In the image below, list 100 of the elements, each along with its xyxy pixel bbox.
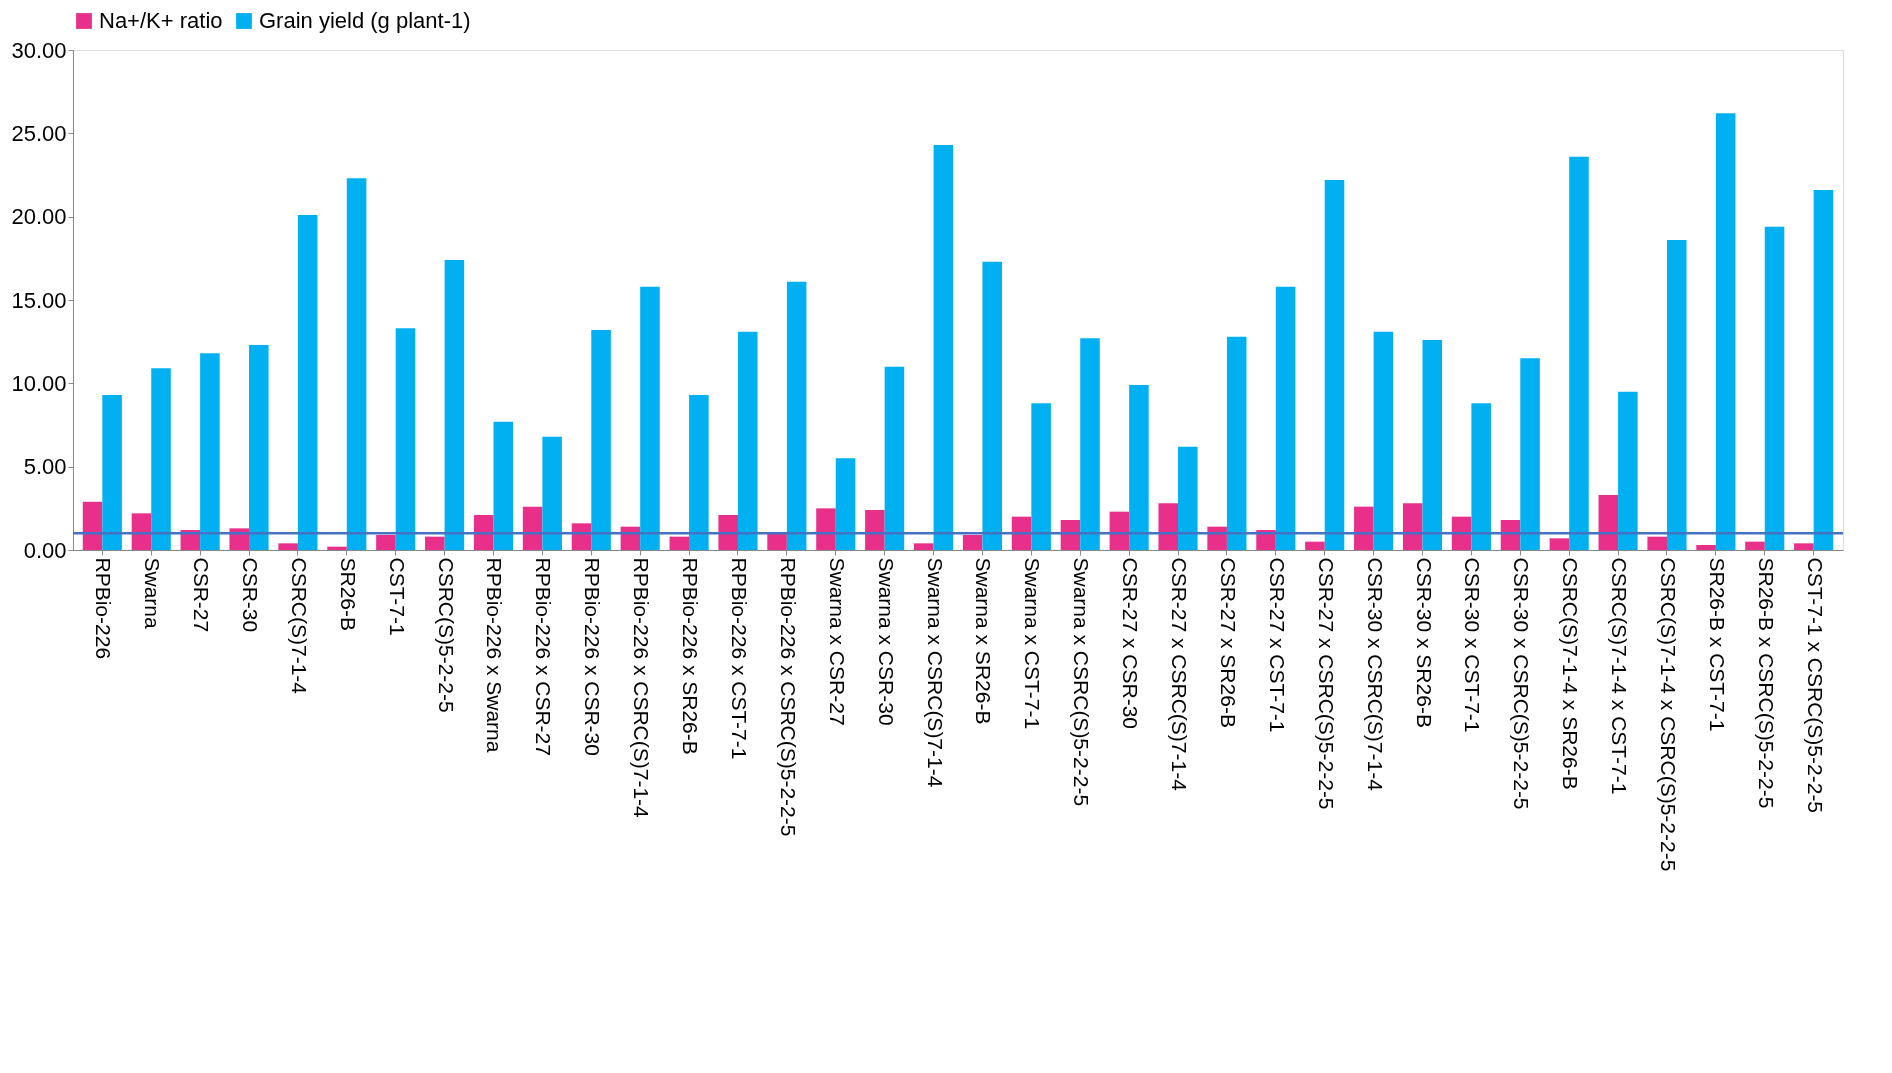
bar xyxy=(591,330,611,550)
bar xyxy=(1275,286,1296,550)
bar xyxy=(1813,190,1834,550)
x-tick-label: RPBio-226 x CSR-30 xyxy=(581,557,605,756)
x-tick-label: RPBio-226 xyxy=(92,557,116,660)
x-tick-label: RPBio-226 x CSRC(S)7-1-4 xyxy=(630,557,654,819)
x-tick-label: CSR-30 x CSRC(S)7-1-4 xyxy=(1363,557,1387,792)
bar xyxy=(346,178,367,550)
legend-label: Grain yield (g plant-1) xyxy=(259,8,471,33)
legend-label: Na+/K+ ratio xyxy=(99,8,223,33)
y-tick-label: 25.00 xyxy=(11,120,67,146)
bar xyxy=(1226,336,1247,550)
bar xyxy=(1471,403,1491,550)
bar xyxy=(249,345,269,550)
x-tick-label: RPBio-226 x CST-7-1 xyxy=(727,557,751,760)
bar xyxy=(1178,446,1198,550)
y-tick-label: 10.00 xyxy=(11,370,67,396)
bar xyxy=(1696,545,1716,550)
x-tick-label: Swarna x CSRC(S)7-1-4 xyxy=(923,557,947,788)
bar xyxy=(1764,226,1785,550)
bar xyxy=(151,368,171,550)
bar xyxy=(1402,503,1423,550)
bar xyxy=(1745,541,1765,550)
bar xyxy=(102,395,122,550)
x-tick-label: CSR-27 xyxy=(190,557,214,633)
bar xyxy=(982,261,1003,550)
bar xyxy=(1666,240,1687,550)
x-tick-label: RPBio-226 x CSR-27 xyxy=(532,557,556,756)
x-tick-label: CSR-27 x CSR-30 xyxy=(1119,557,1143,730)
x-tick-label: Swarna x CSR-30 xyxy=(874,557,898,726)
x-tick-label: CSR-27 x CST-7-1 xyxy=(1265,557,1289,733)
bar xyxy=(1794,543,1814,550)
x-tick-label: Swarna x CST-7-1 xyxy=(1021,557,1045,730)
bar xyxy=(640,286,660,550)
x-tick-label: SR26-B x CSRC(S)5-2-2-5 xyxy=(1754,557,1778,809)
bar xyxy=(425,536,445,550)
x-tick-label: SR26-B xyxy=(336,557,360,632)
bar xyxy=(297,215,318,550)
x-tick-label: CSR-27 x SR26-B xyxy=(1216,557,1240,728)
bar xyxy=(865,510,885,550)
bar xyxy=(1305,541,1325,550)
bar xyxy=(1569,156,1589,550)
x-tick-label: RPBio-226 x CSRC(S)5-2-2-5 xyxy=(776,557,800,837)
bar xyxy=(278,543,298,550)
x-tick-label: Swarna xyxy=(141,557,165,630)
bar xyxy=(395,328,416,550)
x-tick-label: SR26-B x CST-7-1 xyxy=(1705,557,1729,732)
x-tick-label: CSR-30 x CSRC(S)5-2-2-5 xyxy=(1510,557,1534,810)
bar xyxy=(1549,538,1570,550)
bar xyxy=(884,366,905,550)
bar xyxy=(1158,503,1179,550)
x-tick-label: CSR-30 x CST-7-1 xyxy=(1461,557,1485,733)
bar xyxy=(669,536,690,550)
x-tick-label: Swarna x CSR-27 xyxy=(825,557,849,726)
x-tick-label: CSR-27 x CSRC(S)5-2-2-5 xyxy=(1314,557,1338,810)
bar xyxy=(1373,331,1394,550)
x-tick-label: CST-7-1 xyxy=(385,557,409,636)
x-tick-label: CSR-30 x SR26-B xyxy=(1412,557,1436,728)
bar xyxy=(1080,338,1100,550)
x-tick-label: CSR-30 xyxy=(239,557,263,633)
bar xyxy=(200,353,220,550)
bar xyxy=(444,260,465,550)
bar xyxy=(493,421,514,550)
x-tick-label: Swarna x CSRC(S)5-2-2-5 xyxy=(1070,557,1094,807)
bar xyxy=(1031,403,1051,550)
x-tick-label: Swarna x SR26-B xyxy=(972,557,996,725)
bar xyxy=(1324,180,1345,550)
x-tick-label: CSRC(S)7-1-4 xyxy=(287,557,311,695)
x-tick-label: CSR-27 x CSRC(S)7-1-4 xyxy=(1168,557,1192,792)
bar xyxy=(835,458,856,550)
x-tick-label: CSRC(S)7-1-4 x SR26-B xyxy=(1559,557,1583,790)
bar xyxy=(542,436,562,550)
bar xyxy=(1520,358,1540,550)
x-tick-label: CSRC(S)7-1-4 x CSRC(S)5-2-2-5 xyxy=(1656,557,1680,872)
bar xyxy=(131,513,152,550)
bar xyxy=(327,546,347,550)
bar xyxy=(1422,340,1443,550)
bar xyxy=(1354,506,1374,550)
bar xyxy=(1618,391,1638,550)
x-tick-label: CSRC(S)5-2-2-5 xyxy=(434,557,458,713)
bar xyxy=(962,535,983,550)
bar xyxy=(1715,113,1736,550)
bar xyxy=(913,543,934,550)
x-tick-label: RPBio-226 x Swarna xyxy=(483,557,507,753)
bar xyxy=(689,395,709,550)
bar xyxy=(816,508,836,550)
y-tick-label: 30.00 xyxy=(11,37,67,63)
y-tick-label: 0.00 xyxy=(23,537,67,563)
bar xyxy=(522,506,543,550)
y-tick-label: 20.00 xyxy=(11,204,67,230)
bar xyxy=(1647,536,1667,550)
bar xyxy=(376,535,396,550)
bar xyxy=(1598,495,1619,550)
x-tick-label: RPBio-226 x SR26-B xyxy=(679,557,703,755)
bar xyxy=(82,501,103,550)
y-tick-label: 15.00 xyxy=(11,287,67,313)
x-tick-label: CSRC(S)7-1-4 x CST-7-1 xyxy=(1608,557,1632,795)
bar xyxy=(933,145,954,550)
bar xyxy=(786,281,807,550)
bar xyxy=(1129,385,1149,550)
